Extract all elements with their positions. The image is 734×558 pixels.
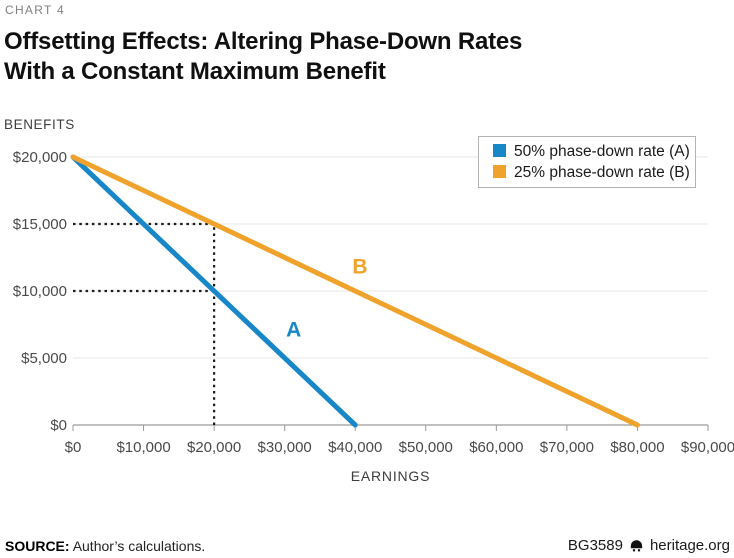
chart-title: Offsetting Effects: Altering Phase-Down … bbox=[4, 27, 522, 87]
series-short-label: A bbox=[286, 319, 301, 342]
legend-item: 50% phase-down rate (A) bbox=[493, 141, 695, 162]
source-label: SOURCE: bbox=[5, 537, 70, 554]
y-tick-label: $15,000 bbox=[13, 216, 67, 233]
y-tick-label: $5,000 bbox=[21, 350, 67, 367]
x-tick-label: $10,000 bbox=[116, 439, 170, 456]
legend-item: 25% phase-down rate (B) bbox=[493, 162, 695, 183]
x-tick-label: $90,000 bbox=[681, 439, 734, 456]
y-tick-label: $20,000 bbox=[13, 149, 67, 166]
document-id: BG3589 bbox=[567, 537, 623, 554]
y-tick-label: $10,000 bbox=[13, 283, 67, 300]
series-short-label: B bbox=[352, 256, 367, 279]
y-tick-label: $0 bbox=[50, 417, 67, 434]
chart-title-line1: Offsetting Effects: Altering Phase-Down … bbox=[4, 28, 523, 55]
x-tick-label: $30,000 bbox=[258, 439, 312, 456]
source-note: SOURCE: Author’s calculations. bbox=[5, 538, 205, 554]
y-axis-title: BENEFITS bbox=[4, 117, 75, 132]
footer: SOURCE: Author’s calculations. BG3589 he… bbox=[5, 537, 730, 554]
series-line bbox=[70, 154, 640, 428]
x-tick-label: $60,000 bbox=[469, 439, 523, 456]
chart-number-label: CHART 4 bbox=[5, 3, 66, 17]
footer-publication: BG3589 heritage.org bbox=[568, 537, 730, 554]
legend: 50% phase-down rate (A) 25% phase-down ra… bbox=[478, 136, 696, 188]
source-text: Author’s calculations. bbox=[72, 537, 206, 554]
legend-label: 50% phase-down rate (A) bbox=[514, 143, 690, 160]
x-tick-label: $70,000 bbox=[540, 439, 594, 456]
x-tick-label: $40,000 bbox=[328, 439, 382, 456]
liberty-bell-icon bbox=[630, 539, 643, 551]
x-tick-label: $0 bbox=[65, 439, 82, 456]
x-axis-title: EARNINGS bbox=[350, 468, 431, 484]
x-tick-label: $20,000 bbox=[187, 439, 241, 456]
x-tick-label: $50,000 bbox=[399, 439, 453, 456]
legend-swatch-icon bbox=[493, 165, 506, 178]
chart-title-line2: With a Constant Maximum Benefit bbox=[4, 58, 386, 85]
legend-swatch-icon bbox=[493, 144, 506, 157]
x-tick-label: $80,000 bbox=[610, 439, 664, 456]
site-link[interactable]: heritage.org bbox=[649, 537, 730, 554]
series-line bbox=[70, 154, 358, 428]
legend-label: 25% phase-down rate (B) bbox=[514, 164, 690, 181]
